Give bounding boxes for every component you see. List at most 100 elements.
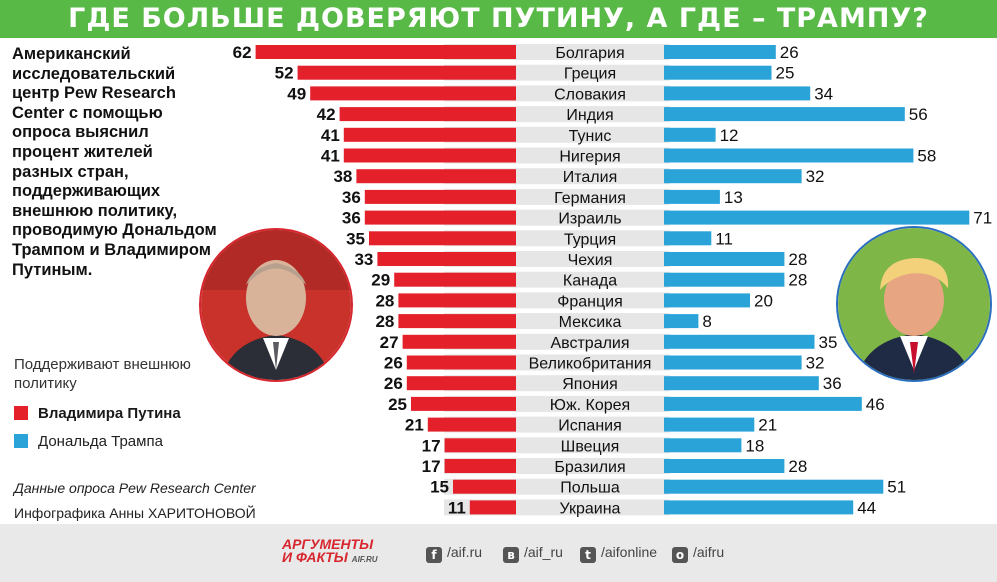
- value-label-trump: 46: [866, 395, 885, 414]
- legend-item-trump: Дональда Трампа: [14, 432, 163, 452]
- bar-trump: [664, 210, 970, 225]
- value-label-trump: 58: [917, 147, 936, 166]
- legend-swatch-trump: [14, 434, 28, 448]
- value-label-putin: 49: [287, 84, 306, 103]
- value-label-putin: 11: [448, 498, 466, 517]
- bar-trump: [664, 127, 716, 142]
- bar-putin: [402, 334, 516, 349]
- bar-putin: [369, 231, 516, 246]
- value-label-putin: 36: [342, 188, 361, 207]
- country-label: Германия: [554, 190, 626, 207]
- logo-domain: AIF.RU: [351, 555, 378, 564]
- bar-trump: [664, 231, 712, 246]
- legend-swatch-putin: [14, 406, 28, 420]
- legend-item-putin: Владимира Путина: [14, 404, 181, 424]
- bar-trump: [664, 438, 742, 453]
- bar-putin: [427, 417, 516, 432]
- bar-trump: [664, 459, 785, 473]
- value-label-trump: 28: [788, 250, 807, 269]
- country-label: Польша: [560, 480, 620, 497]
- logo-line1: АРГУМЕНТЫ: [282, 536, 374, 552]
- value-label-trump: 20: [754, 291, 773, 310]
- bar-trump: [664, 293, 750, 308]
- value-label-putin: 21: [405, 416, 424, 435]
- country-label: Япония: [562, 376, 618, 393]
- bar-trump: [664, 417, 755, 432]
- credit-note: Инфографика Анны ХАРИТОНОВОЙ: [14, 505, 256, 521]
- facebook-icon: f: [426, 547, 442, 563]
- bar-trump: [664, 107, 905, 122]
- bar-putin: [411, 396, 516, 411]
- bar-trump: [664, 314, 699, 329]
- odnoklassniki-link[interactable]: о/aifru: [672, 543, 724, 563]
- bar-putin: [297, 65, 516, 80]
- value-label-putin: 26: [384, 354, 403, 373]
- twitter-label: /aifonline: [601, 544, 658, 560]
- bar-trump: [664, 45, 776, 59]
- facebook-link[interactable]: f/aif.ru: [426, 543, 482, 563]
- bar-trump: [664, 148, 914, 163]
- aif-logo[interactable]: АРГУМЕНТЫ И ФАКТЫ AIF.RU: [282, 536, 382, 570]
- value-label-putin: 26: [384, 374, 403, 393]
- value-label-trump: 11: [715, 229, 733, 248]
- country-label: Нигерия: [559, 149, 620, 166]
- bar-putin: [394, 272, 516, 287]
- bar-putin: [469, 500, 516, 515]
- vk-icon: в: [503, 547, 519, 563]
- twitter-link[interactable]: t/aifonline: [580, 543, 657, 563]
- country-label: Бразилия: [554, 459, 625, 476]
- bar-putin: [377, 252, 516, 266]
- value-label-trump: 28: [788, 271, 807, 290]
- country-label: Италия: [563, 169, 617, 186]
- value-label-trump: 13: [724, 188, 743, 207]
- bar-trump: [664, 65, 772, 80]
- value-label-trump: 32: [806, 354, 825, 373]
- value-label-putin: 33: [354, 250, 373, 269]
- value-label-trump: 28: [788, 457, 807, 476]
- value-label-trump: 34: [814, 84, 833, 103]
- country-label: Турция: [564, 231, 616, 248]
- bar-putin: [406, 376, 516, 391]
- value-label-putin: 17: [422, 436, 441, 455]
- bar-putin: [364, 189, 516, 204]
- country-label: Австралия: [550, 335, 629, 352]
- chart: 62 26 Болгария 52 25 Греция 49 34 Словакия 42 56 Ин…: [233, 43, 993, 517]
- country-label: Канада: [563, 273, 617, 290]
- bar-trump: [664, 376, 819, 391]
- value-label-trump: 12: [720, 126, 739, 145]
- value-label-putin: 28: [375, 312, 394, 331]
- bar-trump: [664, 272, 785, 287]
- bar-trump: [664, 189, 720, 204]
- bar-putin: [356, 169, 516, 184]
- country-label: Юж. Корея: [550, 397, 630, 414]
- twitter-icon: t: [580, 547, 596, 563]
- value-label-trump: 21: [758, 416, 777, 435]
- bar-putin: [406, 355, 516, 370]
- bar-putin: [339, 107, 516, 122]
- vk-link[interactable]: в/aif_ru: [503, 543, 563, 563]
- value-label-putin: 38: [333, 167, 352, 186]
- country-label: Франция: [557, 293, 623, 310]
- bar-putin: [343, 127, 516, 142]
- bar-putin: [364, 210, 516, 225]
- value-label-trump: 44: [857, 498, 876, 517]
- country-label: Испания: [558, 418, 622, 435]
- country-label: Болгария: [555, 45, 624, 62]
- country-label: Украина: [560, 500, 621, 517]
- value-label-putin: 42: [317, 105, 336, 124]
- bar-putin: [343, 148, 516, 163]
- value-label-trump: 25: [776, 64, 795, 83]
- country-label: Мексика: [559, 314, 622, 331]
- bar-trump: [664, 334, 815, 349]
- source-note: Данные опроса Pew Research Center: [14, 480, 256, 496]
- intro-text: Американский исследовательский центр Pew…: [12, 45, 217, 279]
- bar-putin: [453, 479, 516, 494]
- value-label-trump: 71: [973, 209, 992, 228]
- odnoklassniki-icon: о: [672, 547, 688, 563]
- bar-putin: [444, 459, 516, 473]
- value-label-trump: 8: [702, 312, 711, 331]
- bar-trump: [664, 252, 785, 266]
- value-label-putin: 35: [346, 229, 365, 248]
- value-label-putin: 28: [375, 291, 394, 310]
- bar-trump: [664, 86, 811, 101]
